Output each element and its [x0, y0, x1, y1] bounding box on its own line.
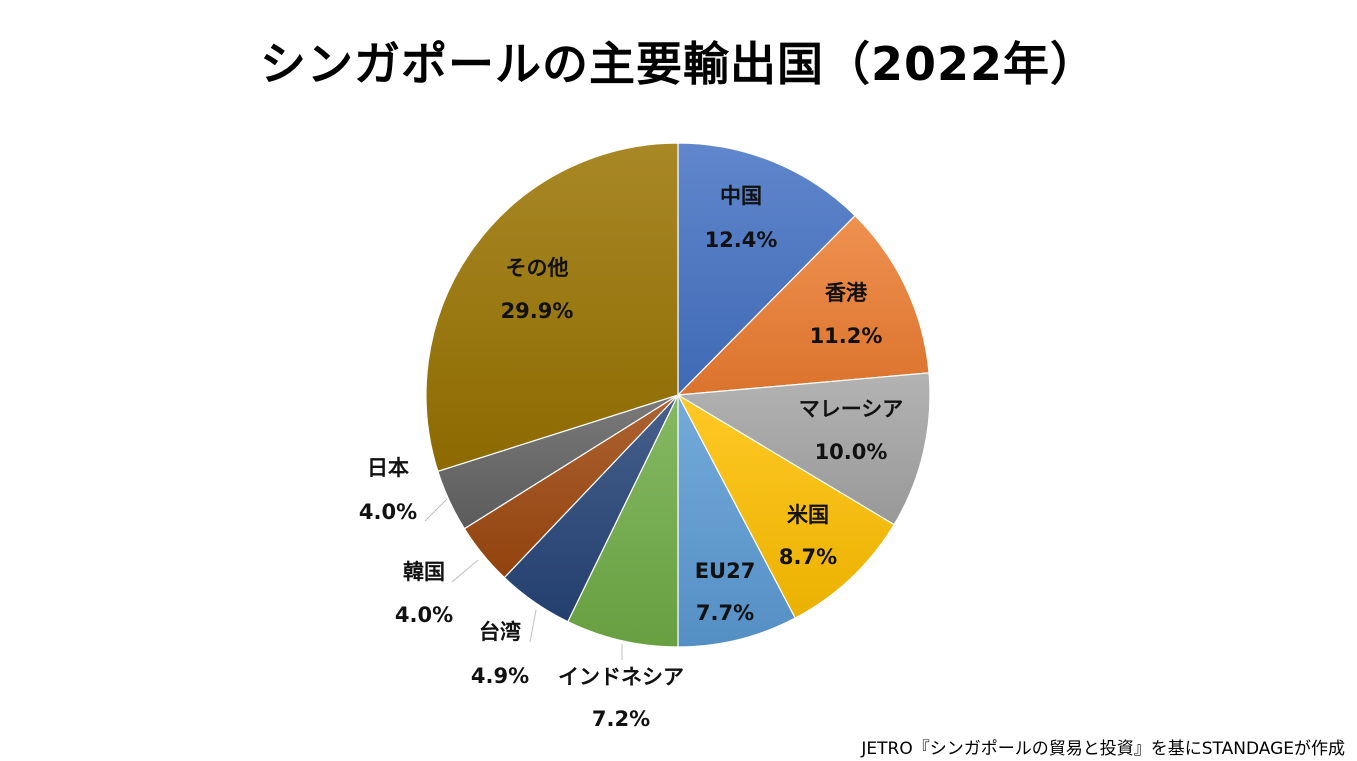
- slice-value-label: 12.4%: [705, 228, 778, 252]
- pie-slice-9: [425, 142, 679, 473]
- slice-value-label: 7.2%: [592, 707, 650, 731]
- slice-category-label: 香港: [825, 281, 868, 305]
- pie-slice-0: [677, 142, 856, 397]
- chart-title: シンガポールの主要輸出国（2022年）: [259, 37, 1098, 91]
- slice-value-label: 29.9%: [501, 299, 574, 323]
- pie-slice-3: [676, 393, 895, 619]
- source-note: JETRO『シンガポールの貿易と投資』を基にSTANDAGEが作成: [861, 739, 1345, 759]
- slice-category-label: 台湾: [479, 620, 521, 644]
- slice-category-label: 中国: [720, 184, 762, 208]
- slice-value-label: 8.7%: [779, 545, 837, 569]
- pie-slice-2: [676, 372, 931, 526]
- slice-value-label: 4.0%: [395, 603, 453, 627]
- leader-line: [529, 609, 537, 643]
- pie-slice-1: [676, 214, 930, 396]
- leader-line: [424, 498, 448, 522]
- slice-category-label: マレーシア: [799, 397, 904, 421]
- leader-line: [451, 559, 479, 583]
- slice-category-label: 韓国: [403, 560, 445, 584]
- slice-category-label: インドネシア: [558, 665, 684, 689]
- slice-value-label: 10.0%: [815, 440, 888, 464]
- slice-value-label: 4.0%: [359, 500, 417, 524]
- pie-slice-5: [567, 394, 679, 648]
- slice-category-label: 米国: [787, 503, 829, 527]
- slice-value-label: 7.7%: [696, 601, 754, 625]
- slice-category-label: EU27: [695, 559, 756, 583]
- slice-value-label: 4.9%: [471, 664, 529, 688]
- slice-category-label: 日本: [367, 456, 409, 480]
- slice-category-label: その他: [506, 256, 569, 280]
- pie-slice-4: [677, 394, 797, 648]
- slice-value-label: 11.2%: [810, 324, 883, 348]
